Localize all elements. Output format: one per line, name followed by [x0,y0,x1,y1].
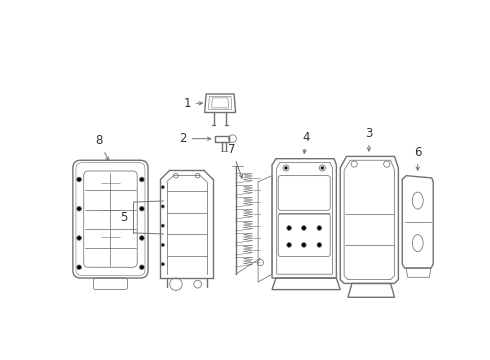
Circle shape [317,226,321,230]
Circle shape [287,243,292,247]
Text: 6: 6 [414,146,421,170]
Circle shape [161,243,164,247]
Text: 3: 3 [365,127,372,151]
Circle shape [321,166,324,170]
Circle shape [161,205,164,208]
Text: 7: 7 [228,143,243,178]
Circle shape [140,177,144,182]
Text: 8: 8 [95,135,109,161]
Circle shape [140,206,144,211]
Circle shape [285,166,288,170]
Circle shape [77,206,81,211]
Circle shape [161,224,164,227]
Circle shape [301,226,306,230]
Text: 5: 5 [120,211,127,224]
Circle shape [301,243,306,247]
Circle shape [77,177,81,182]
Circle shape [161,186,164,189]
Text: 2: 2 [179,132,211,145]
Circle shape [140,265,144,270]
Circle shape [317,243,321,247]
Text: 1: 1 [183,97,202,110]
Circle shape [287,226,292,230]
Circle shape [77,265,81,270]
Circle shape [161,263,164,266]
Circle shape [140,236,144,240]
Text: 4: 4 [302,131,310,153]
Circle shape [77,236,81,240]
